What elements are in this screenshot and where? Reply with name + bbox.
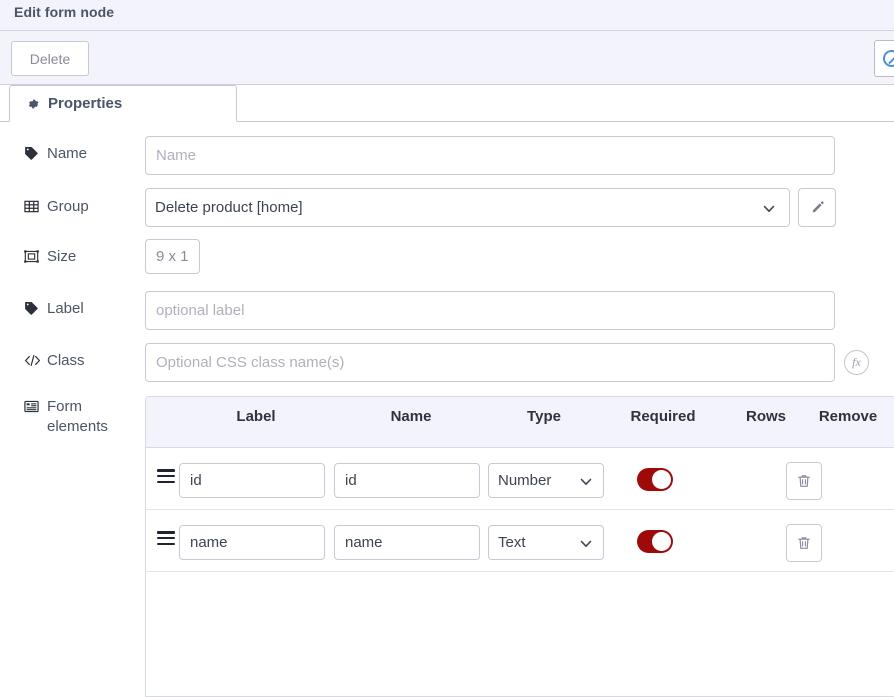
class-fx-button[interactable]: fx <box>844 350 869 375</box>
field-label-class-text: Class <box>47 352 85 369</box>
field-label-label-text: Label <box>47 300 84 317</box>
field-label-form-elements: Form elements <box>24 397 124 437</box>
column-header-remove: Remove <box>818 408 878 425</box>
class-input[interactable] <box>145 343 835 382</box>
form-elements-table: Label Name Type Required Rows Remove Num… <box>145 396 894 697</box>
column-header-rows: Rows <box>745 408 786 425</box>
name-input[interactable] <box>145 136 835 175</box>
table-row: Number <box>146 448 894 510</box>
toggle-knob <box>652 470 671 489</box>
toolbar: Delete <box>0 31 894 85</box>
size-value: 9 x 1 <box>156 248 189 265</box>
field-label-form-elements-text: Form elements <box>47 398 108 435</box>
titlebar: Edit form node <box>0 0 894 31</box>
row-name-input[interactable] <box>334 525 480 560</box>
column-header-required: Required <box>630 408 696 425</box>
tag-icon <box>24 301 40 317</box>
list-icon <box>24 399 40 415</box>
row-label-input[interactable] <box>179 463 325 498</box>
resize-icon <box>24 249 40 265</box>
field-label-name-text: Name <box>47 145 88 162</box>
row-required-toggle[interactable] <box>637 468 673 491</box>
row-remove-button[interactable] <box>786 462 822 500</box>
column-header-name: Name <box>390 408 432 425</box>
field-label-group-text: Group <box>47 198 89 215</box>
cancel-button[interactable] <box>874 40 894 77</box>
column-header-type: Type <box>527 408 561 425</box>
page-title: Edit form node <box>14 4 115 20</box>
trash-icon <box>798 537 810 549</box>
field-label-group: Group <box>24 197 89 217</box>
trash-icon <box>798 475 810 487</box>
group-select[interactable]: Delete product [home] <box>145 188 790 227</box>
row-name-input[interactable] <box>334 463 480 498</box>
code-icon <box>24 353 41 369</box>
column-header-label: Label <box>236 408 276 425</box>
table-row: Text <box>146 510 894 572</box>
field-label-size-text: Size <box>47 248 77 265</box>
table-icon <box>24 199 40 215</box>
label-input[interactable] <box>145 291 835 330</box>
tab-properties-label: Properties <box>48 95 123 112</box>
tag-icon <box>24 146 40 162</box>
tab-strip: Properties <box>0 85 894 122</box>
field-label-size: Size <box>24 247 76 267</box>
row-required-toggle[interactable] <box>637 530 673 553</box>
drag-handle-icon[interactable] <box>157 469 175 484</box>
gear-icon <box>26 97 40 111</box>
table-header-row: Label Name Type Required Rows Remove <box>146 397 894 448</box>
field-label-name: Name <box>24 144 87 164</box>
delete-button[interactable]: Delete <box>11 41 89 76</box>
tab-properties[interactable]: Properties <box>9 85 237 122</box>
row-type-select[interactable]: Text <box>488 525 604 560</box>
field-label-label: Label <box>24 299 84 319</box>
row-remove-button[interactable] <box>786 524 822 562</box>
size-button[interactable]: 9 x 1 <box>145 239 200 274</box>
drag-handle-icon[interactable] <box>157 531 175 546</box>
cancel-circle-icon <box>883 50 894 67</box>
toggle-knob <box>652 532 671 551</box>
pencil-icon <box>812 201 824 213</box>
row-type-select[interactable]: Number <box>488 463 604 498</box>
group-edit-button[interactable] <box>798 188 836 227</box>
row-label-input[interactable] <box>179 525 325 560</box>
field-label-class: Class <box>24 351 85 371</box>
